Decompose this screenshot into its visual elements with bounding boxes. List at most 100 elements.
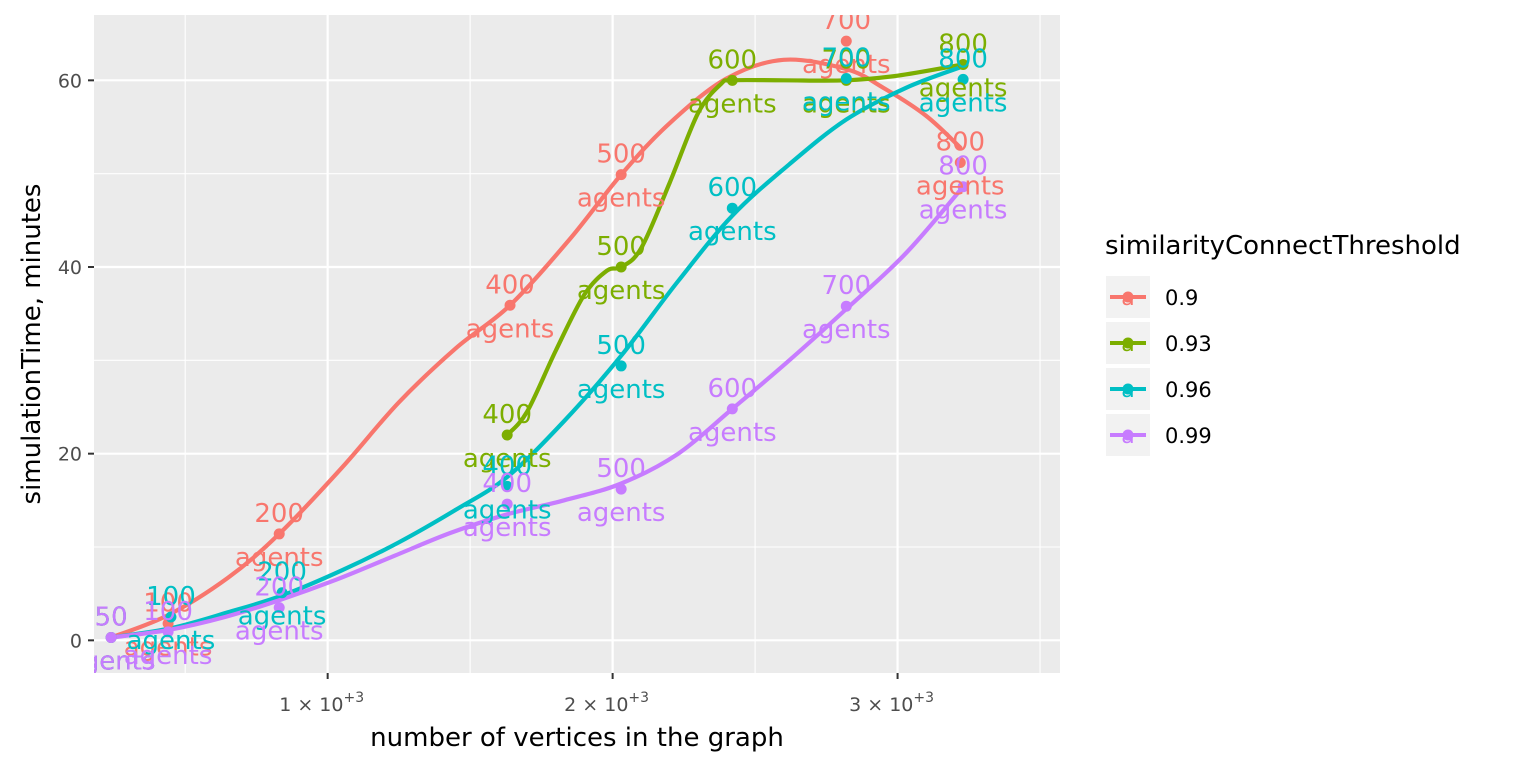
y-tick-label: 0	[70, 630, 82, 652]
data-point-0.99	[501, 498, 513, 510]
data-point-0.99	[273, 602, 285, 614]
data-label-unit: agents	[688, 89, 777, 119]
legend-label: 0.9	[1165, 286, 1198, 310]
data-point-0.93	[957, 58, 969, 70]
data-point-0.96	[957, 73, 969, 85]
x-tick-label: 1 × 10+3	[279, 690, 364, 716]
y-tick-label: 40	[58, 257, 82, 279]
grid-minor	[94, 15, 1060, 673]
data-label-unit: agents	[802, 50, 891, 80]
grid-major	[94, 15, 1060, 673]
data-label-count: 800	[938, 29, 988, 59]
data-label-count: 700	[821, 43, 871, 73]
data-point-0.96	[276, 587, 288, 599]
data-label-count: 200	[257, 558, 307, 588]
legend-key-glyph: a	[1121, 286, 1134, 311]
data-point-0.93	[726, 74, 738, 86]
series-line-0.96	[109, 64, 966, 640]
x-tick-label-base: 3 × 10	[849, 694, 913, 716]
y-tick-label: 60	[58, 70, 82, 92]
data-point-0.9	[504, 299, 516, 311]
data-label-count: 200	[254, 499, 304, 529]
x-tick-label-base: 2 × 10	[564, 694, 628, 716]
data-label-unit: agents	[235, 543, 324, 573]
data-label-unit: agents	[688, 418, 777, 448]
data-label-unit: agents	[919, 196, 1008, 226]
data-label-count: 400	[482, 469, 532, 499]
legend-key-point	[1122, 429, 1134, 441]
data-point-0.99	[840, 300, 852, 312]
data-label-count: 800	[935, 127, 985, 157]
legend-key-point	[1122, 337, 1134, 349]
y-tick-label: 20	[58, 444, 82, 466]
data-label-count: 500	[596, 232, 646, 262]
series-line-0.93	[505, 62, 966, 438]
data-point-0.99	[957, 181, 969, 193]
data-point-0.9	[954, 156, 966, 168]
data-label-count: 500	[596, 331, 646, 361]
data-label-count: 500	[596, 454, 646, 484]
data-label-unit: agents	[802, 89, 891, 119]
data-label-count: 400	[482, 451, 532, 481]
plot-panel: 50agents100agents200agents400agents500ag…	[67, 6, 1060, 677]
data-label-count: 500	[596, 140, 646, 170]
x-tick-label-exponent: +3	[343, 690, 364, 706]
data-label-count: 600	[707, 173, 757, 203]
legend: similarityConnectThreshold a 0.9 a 0.93 a 0.9…	[1105, 231, 1461, 456]
legend-label: 0.99	[1165, 424, 1212, 448]
data-label-count: 600	[707, 374, 757, 404]
data-point-0.96	[165, 611, 177, 623]
data-label-count: 800	[938, 152, 988, 182]
data-label-unit: agents	[919, 88, 1008, 118]
data-label-count: 400	[482, 400, 532, 430]
data-label-unit: agents	[916, 171, 1005, 201]
data-label-unit: agents	[919, 73, 1008, 103]
data-label-unit: agents	[463, 495, 552, 525]
data-label-unit: agents	[577, 375, 666, 405]
legend-key-glyph: a	[1121, 378, 1134, 403]
data-label-count: 50	[95, 603, 128, 633]
data-label-count: 50	[95, 603, 128, 633]
data-label-unit: agents	[802, 315, 891, 345]
series-line-0.99	[109, 184, 966, 640]
data-label-count: 400	[485, 270, 535, 300]
data-label-unit: agents	[67, 647, 156, 677]
data-label-count: 50	[95, 603, 128, 633]
data-label-count: 700	[821, 271, 871, 301]
data-point-0.9	[840, 35, 852, 47]
data-label-count: 800	[938, 44, 988, 74]
x-tick-label: 3 × 10+3	[849, 690, 934, 716]
data-label-unit: agents	[577, 184, 666, 214]
data-point-0.96	[615, 360, 627, 372]
data-point-0.9	[615, 169, 627, 181]
data-label-unit: agents	[124, 633, 213, 663]
legend-label: 0.96	[1165, 378, 1212, 402]
legend-key-point	[1122, 383, 1134, 395]
data-label-count: 100	[143, 589, 193, 619]
x-axis-title: number of vertices in the graph	[370, 723, 784, 753]
data-point-0.93	[615, 261, 627, 273]
data-point-0.99	[162, 626, 174, 638]
data-label-count: 100	[146, 582, 196, 612]
series-line-0.9	[109, 57, 963, 640]
legend-key-glyph: a	[1121, 332, 1134, 357]
data-point-0.9	[273, 528, 285, 540]
legend-title: similarityConnectThreshold	[1105, 231, 1461, 261]
y-axis-title: simulationTime, minutes	[17, 184, 47, 505]
legend-key-glyph: a	[1121, 424, 1134, 449]
data-label-unit: agents	[67, 647, 156, 677]
x-tick-label-exponent: +3	[628, 690, 649, 706]
data-label-unit: agents	[67, 647, 156, 677]
data-point-0.96	[840, 72, 852, 84]
data-point-0.93	[501, 429, 513, 441]
data-label-count: 700	[821, 6, 871, 36]
x-axis: 1 × 10+3 2 × 10+3 3 × 10+3	[279, 673, 934, 716]
data-label-unit: agents	[235, 617, 324, 647]
legend-label: 0.93	[1165, 332, 1212, 356]
data-label-unit: agents	[577, 276, 666, 306]
data-label-unit: agents	[127, 626, 216, 656]
data-label-unit: agents	[463, 444, 552, 474]
series-lines	[109, 57, 966, 640]
data-label-count: 700	[821, 45, 871, 75]
